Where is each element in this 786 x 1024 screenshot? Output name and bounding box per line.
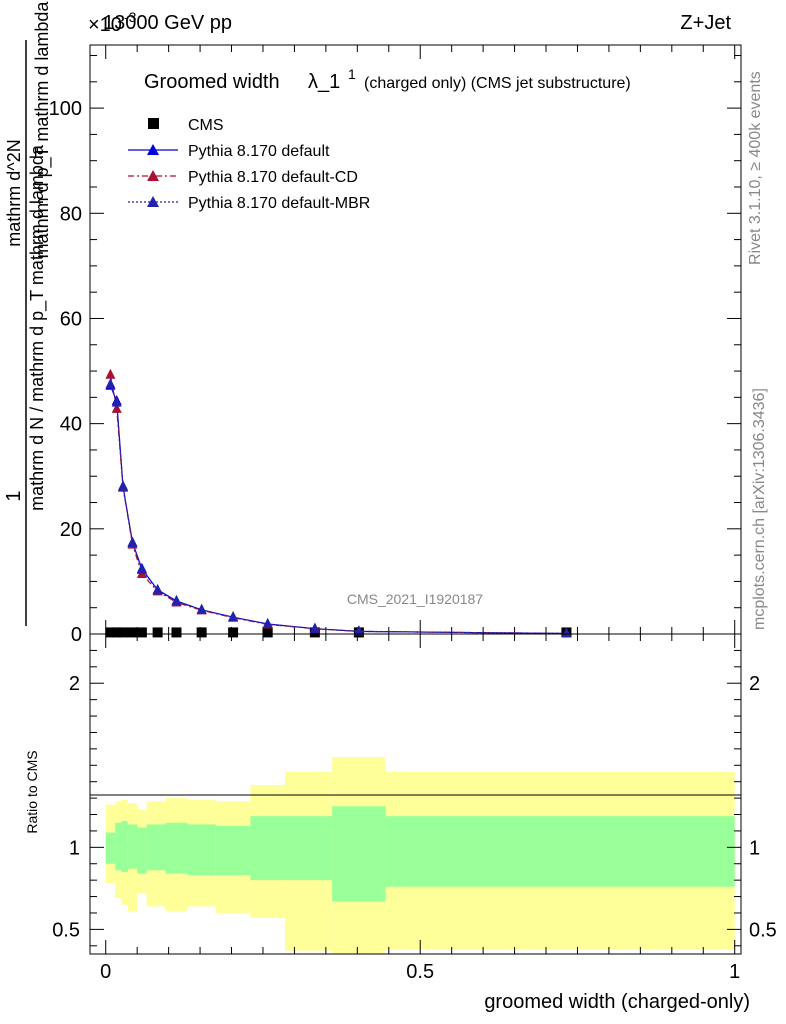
series-marker [111,396,122,407]
legend: CMS Pythia 8.170 default Pythia 8.170 defa… [128,117,370,212]
y-tick-label: 40 [60,414,82,436]
legend-label: CMS [188,117,224,134]
main-ylabel: 1 mathrm d N / mathrm d p_T mathrm d lam… [3,1,53,626]
x-tick-label: 0 [100,961,111,983]
legend-marker-square [148,118,159,129]
ratio-band-stat [127,824,138,869]
exponent-label: ×10 [88,14,122,36]
cms-point [127,627,138,638]
legend-item: Pythia 8.170 default [128,143,330,160]
plot-subtitle: (charged only) (CMS jet substructure) [364,75,631,92]
series-marker [152,584,163,595]
ratio-band-stat [121,821,128,872]
cms-point [105,627,116,638]
cms-point [136,627,147,638]
ratio-tick-label-right: 2 [749,673,760,695]
series-marker [127,537,138,548]
main-axis-ticks: 0 20 40 60 80 100 [49,45,741,646]
ratio-axis-ticks: 0.5 0.5 1 1 2 2 0 0.5 1 [52,634,777,983]
watermark: CMS_2021_I1920187 [347,591,483,607]
ratio-tick-label-right: 0.5 [749,919,777,941]
cms-point [152,627,163,638]
ratio-tick-label: 1 [69,837,80,859]
ratio-tick-label: 2 [69,673,80,695]
cms-point [171,627,182,638]
series-marker [136,563,147,574]
ratio-band-stat [146,824,166,871]
legend-marker-triangle [147,170,159,181]
cms-point [262,627,273,638]
series-line [109,384,567,635]
series-marker [171,595,182,606]
series-line [109,374,567,635]
ratio-band-stat [284,816,333,881]
process-label: Z+Jet [680,12,731,34]
y-tick-label: 0 [71,624,82,646]
ratio-band-stat [105,832,116,864]
series-marker [196,603,207,614]
ratio-band-stat [215,826,251,876]
ylabel-denominator: mathrm d p_T mathrm d lambda [32,1,53,259]
y-tick-label: 100 [49,98,82,120]
series-marker [105,368,116,379]
ratio-band-stat [187,824,216,876]
ratio-band-stat [385,816,735,887]
y-tick-label: 60 [60,308,82,330]
cms-point [118,627,129,638]
energy-label: 13000 GeV pp [103,12,232,34]
y-tick-label: 20 [60,519,82,541]
ratio-band-stat [250,816,285,881]
series-marker [353,625,364,636]
main-panel: 0 20 40 60 80 100 CMS_2021_I1920187 Groomed w… [49,44,742,646]
legend-item: Pythia 8.170 default-CD [128,169,358,186]
xlabel: groomed width (charged-only) [484,991,750,1013]
mcplots-label: mcplots.cern.ch [arXiv:1306.3436] [751,388,768,630]
cms-point [111,627,122,638]
ratio-band-stat [115,822,122,871]
plot-title-symbol: λ_1 [308,71,340,93]
exponent-power: -3 [124,9,137,25]
legend-marker-triangle [147,144,159,155]
ylabel-numerator: mathrm d^2N [4,139,24,246]
series-marker [262,618,273,629]
legend-item: CMS [148,117,224,134]
y-tick-label: 80 [60,203,82,225]
series-marker [561,627,572,638]
series-3 [105,378,572,638]
series-marker [105,378,116,389]
cms-point [228,627,239,638]
legend-label: Pythia 8.170 default [188,143,330,160]
ratio-band-stat [332,806,386,902]
ylabel-one: 1 [3,490,25,501]
series-marker [118,480,129,491]
cms-point [196,627,207,638]
legend-label: Pythia 8.170 default-CD [188,169,358,186]
ratio-band-stat [137,827,147,874]
series-group [105,368,572,638]
x-tick-label: 1 [729,961,740,983]
plot-title: Groomed width [144,71,280,93]
ratio-tick-label: 0.5 [52,919,80,941]
series-marker [309,622,320,633]
x-tick-label: 0.5 [406,961,434,983]
ratio-panel: 0.5 0.5 1 1 2 2 0 0.5 1 Ratio to CMS [24,633,777,983]
ratio-bands [105,757,735,954]
legend-label: Pythia 8.170 default-MBR [188,195,370,212]
series-line [109,385,567,635]
series-marker [228,611,239,622]
legend-marker-triangle [147,196,159,207]
rivet-label: Rivet 3.1.10, ≥ 400k events [747,71,764,265]
ratio-band-stat [165,822,188,874]
legend-item: Pythia 8.170 default-MBR [128,195,370,212]
ylabel-denominator-outer: mathrm d N / mathrm d p_T mathrm d lambd… [27,144,48,511]
plot-title-superscript: 1 [348,66,356,82]
ratio-tick-label-right: 1 [749,837,760,859]
ratio-ylabel: Ratio to CMS [24,750,40,833]
ratio-frame [89,633,742,955]
